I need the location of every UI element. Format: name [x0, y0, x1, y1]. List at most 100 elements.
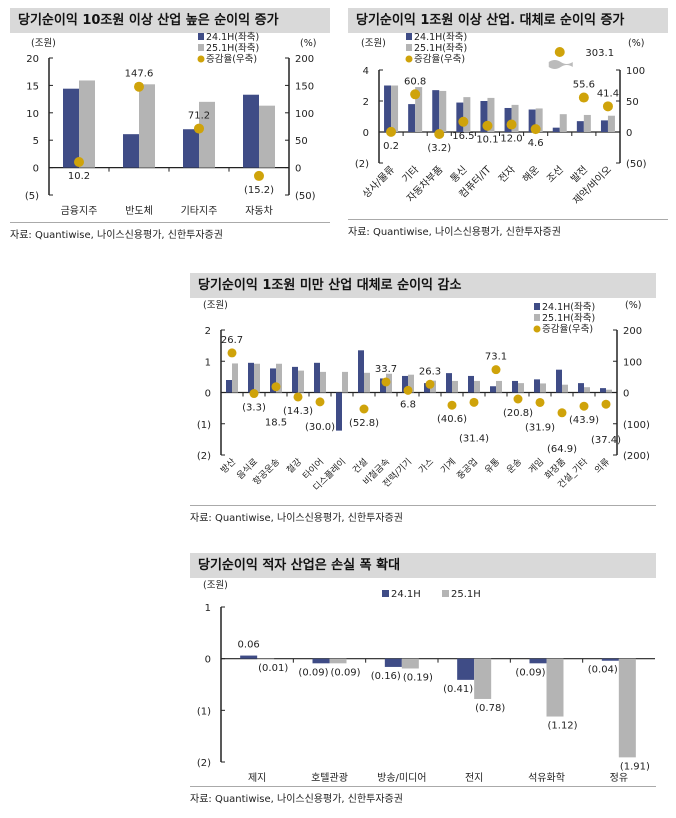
chart2-legend-label: 24.1H(좌축) [414, 32, 467, 43]
chart2-growth-dot [482, 120, 493, 131]
chart3-bar-2025 [276, 363, 282, 393]
chart2-bar-2025 [583, 114, 591, 132]
chart2-growth-label: 60.8 [404, 76, 426, 87]
chart3-growth-dot [513, 394, 523, 404]
chart3-category-label: 유통 [483, 456, 502, 475]
chart4-bar-label: (0.09) [331, 667, 361, 678]
chart1-left-tick-label: 20 [26, 54, 39, 65]
chart4-bar-label: (0.01) [258, 663, 288, 674]
chart4-category-label: 제지 [248, 772, 266, 784]
chart3-title: 당기순이익 1조원 미만 산업 대체로 순이익 감소 [190, 273, 656, 298]
chart3-bar-2025 [364, 372, 370, 393]
chart2-growth-dot [506, 119, 517, 130]
chart4-bar-label: (1.91) [620, 761, 650, 772]
chart4-bar-2024 [529, 658, 547, 664]
chart4-bar-2025 [257, 658, 275, 660]
chart3-growth-label: (52.8) [349, 418, 379, 429]
chart3-growth-dot [447, 400, 457, 410]
chart3-growth-label: 73.1 [485, 352, 507, 363]
chart1-legend-label: 24.1H(좌축) [206, 32, 259, 43]
chart3-bar-2024 [512, 380, 518, 393]
chart1-left-tick-label: 10 [26, 109, 39, 120]
chart1-category-label: 기타지주 [181, 205, 218, 217]
chart2-growth-dot [554, 47, 565, 57]
chart3-growth-dot [601, 399, 611, 409]
chart2-bar-2025 [391, 85, 399, 132]
chart3-bar-2024 [424, 383, 430, 393]
chart4-category-label: 방송/미디어 [377, 772, 426, 784]
chart3-bar-2025 [496, 380, 502, 393]
chart3-bar-2024 [468, 375, 474, 393]
chart2-growth-dot [386, 126, 397, 137]
chart3-left-unit: (조원) [203, 300, 228, 311]
chart2-bar-2025 [439, 90, 447, 132]
chart3-left-tick-label: 2 [205, 326, 211, 337]
chart1-growth-label: 71.2 [188, 111, 210, 122]
chart1-right-tick-label: 0 [295, 164, 301, 175]
chart3-category-label: 운송 [505, 456, 524, 475]
chart2-bar-2024 [504, 107, 512, 132]
chart4-bar-label: (0.19) [403, 672, 433, 683]
chart1-growth-label: (15.2) [244, 185, 274, 196]
chart3-category-label: 기계 [438, 456, 458, 476]
chart3-growth-dot [359, 404, 369, 414]
chart3-bar-2024 [490, 386, 496, 393]
chart4-bar-label: (0.04) [588, 665, 618, 676]
chart2-bar-2025 [559, 114, 567, 132]
chart2-category-label: 발전 [568, 164, 590, 186]
chart3-growth-dot [557, 408, 567, 418]
chart1-growth-dot [254, 170, 264, 181]
chart3-legend-dot [533, 325, 541, 333]
chart4-category-label: 호텔관광 [311, 772, 348, 784]
chart3-category-label: 건설 [351, 456, 370, 475]
chart1-legend-dot [197, 55, 205, 63]
chart3-bar-2024 [336, 392, 342, 431]
chart1-right-tick-label: 50 [295, 136, 308, 147]
chart1-category-label: 자동차 [245, 205, 273, 217]
chart3-growth-label: (40.6) [437, 414, 467, 425]
chart3-growth-dot [293, 392, 303, 402]
chart1-legend-swatch [198, 44, 204, 51]
chart2-legend-label: 증감율(우축) [414, 53, 465, 65]
chart3-growth-dot [403, 385, 413, 395]
chart1-growth-dot [74, 157, 84, 168]
chart2-growth-dot [578, 92, 589, 103]
chart2-left-tick-label: 0 [363, 128, 369, 139]
chart2-bar-2025 [463, 97, 471, 132]
chart3-bar-2025 [254, 363, 260, 393]
chart2-left-tick-label: 4 [363, 66, 369, 77]
chart2-bar-2024 [432, 90, 440, 132]
chart3-legend-label: 증감율(우축) [542, 323, 593, 335]
chart3-growth-label: 18.5 [265, 418, 287, 429]
chart4-source: 자료: Quantiwise, 나이스신용평가, 신한투자증권 [190, 786, 656, 805]
chart2-growth-label: 10.1 [476, 135, 498, 146]
chart3-source: 자료: Quantiwise, 나이스신용평가, 신한투자증권 [190, 505, 656, 524]
chart3-bar-2024 [578, 383, 584, 393]
chart3-legend-label: 24.1H(좌축) [542, 302, 595, 313]
chart4-legend-swatch [382, 590, 389, 597]
chart4-left-unit: (조원) [203, 580, 228, 591]
chart3-legend-swatch [534, 303, 540, 310]
chart3-bar-2024 [226, 380, 232, 393]
chart2-growth-dot [458, 116, 469, 127]
chart3-bar-2025 [540, 383, 546, 393]
chart3-right-tick-label: (200) [623, 451, 650, 462]
chart2-bar-2024 [600, 120, 608, 132]
chart4-bar-2024 [457, 658, 475, 680]
chart3-category-label: 가스 [417, 456, 436, 475]
chart4-bar-2025 [474, 658, 492, 699]
chart1-growth-label: 147.6 [125, 69, 154, 80]
chart3-growth-label: (37.4) [591, 435, 621, 446]
chart1-category-label: 금융지주 [61, 205, 98, 217]
chart3-growth-label: 6.8 [400, 399, 416, 410]
chart3-bar-2024 [270, 368, 276, 393]
chart2-growth-dot [602, 101, 613, 112]
chart2-growth-label: 12.0 [500, 134, 522, 145]
chart2-growth-label: 4.6 [528, 138, 544, 149]
chart4-category-label: 석유화학 [528, 772, 565, 784]
chart3-growth-label: (14.3) [283, 406, 313, 417]
chart2-right-tick-label: 100 [626, 66, 645, 77]
chart3-growth-dot [315, 397, 325, 407]
chart2-growth-label: 16.5 [452, 131, 474, 142]
